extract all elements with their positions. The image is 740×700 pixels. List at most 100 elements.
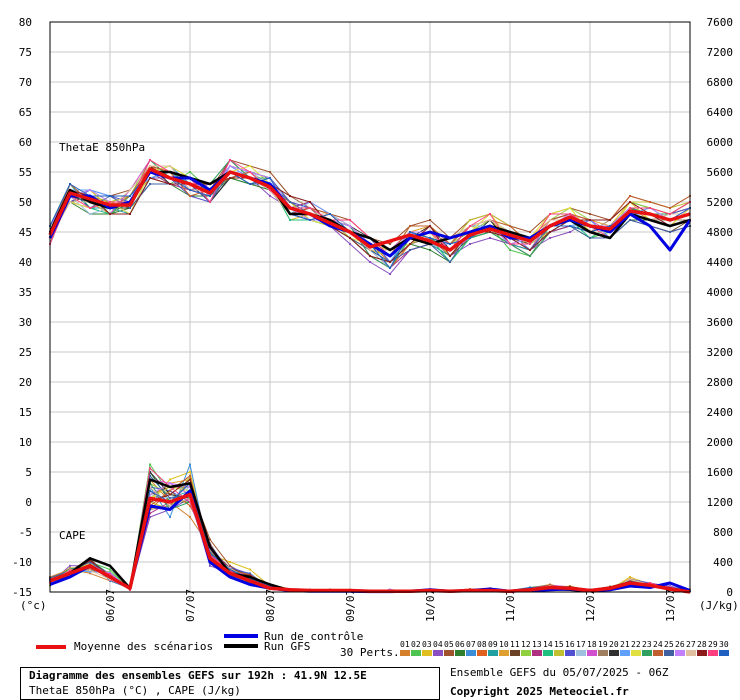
legend-pert-swatch bbox=[620, 650, 630, 656]
panel0-perturbation-line-point bbox=[449, 243, 451, 245]
panel0-perturbation-line-point bbox=[549, 219, 551, 221]
panel0-perturbation-line-point bbox=[149, 159, 151, 161]
panel1-perturbation-line-point bbox=[229, 567, 231, 569]
panel0-perturbation-line-point bbox=[309, 201, 311, 203]
panel1-perturbation-line-point bbox=[169, 504, 171, 507]
legend-pert-swatch bbox=[609, 650, 619, 656]
left-tick-label: 20 bbox=[19, 376, 32, 389]
legend-pert-number: 15 bbox=[554, 640, 564, 649]
panel0-perturbation-line-point bbox=[189, 195, 191, 197]
legend-pert-number: 30 bbox=[719, 640, 729, 649]
panel0-perturbation-line-point bbox=[409, 225, 411, 227]
legend-pert-swatch bbox=[422, 650, 432, 656]
panel0-perturbation-line-point bbox=[289, 201, 291, 203]
panel0-perturbation-line-point bbox=[469, 225, 471, 227]
legend-pert-swatch bbox=[664, 650, 674, 656]
panel0-perturbation-line-point bbox=[569, 207, 571, 209]
panel1-perturbation-line-point bbox=[189, 463, 191, 466]
panel1-perturbation-line-point bbox=[169, 493, 171, 496]
panel0-perturbation-line-point bbox=[209, 201, 211, 203]
panel0-perturbation-line-point bbox=[629, 219, 631, 221]
legend-pert-number: 29 bbox=[708, 640, 718, 649]
panel1-perturbation-line-point bbox=[189, 471, 191, 473]
panel1-perturbation-line-point bbox=[209, 564, 211, 567]
panel0-perturbation-line-point bbox=[629, 207, 631, 209]
panel0-perturbation-line-point bbox=[229, 165, 231, 167]
panel1-perturbation-line-point bbox=[229, 561, 231, 563]
left-tick-label: -15 bbox=[12, 586, 32, 599]
left-tick-label: 10 bbox=[19, 436, 32, 449]
right-tick-label: 2800 bbox=[707, 376, 734, 389]
panel1-perturbation-line-point bbox=[209, 548, 211, 551]
panel0-perturbation-line-point bbox=[429, 237, 431, 239]
x-tick-label: 12/07 bbox=[584, 589, 597, 622]
legend-pert-swatch bbox=[642, 650, 652, 656]
panel1-perturbation-line-point bbox=[89, 569, 91, 572]
x-tick-label: 11/07 bbox=[504, 589, 517, 622]
panel1-perturbation-line-point bbox=[209, 538, 211, 541]
panel1-perturbation-line-point bbox=[269, 585, 271, 587]
panel0-perturbation-line-point bbox=[609, 219, 611, 221]
panel0-perturbation-line-point bbox=[129, 213, 131, 215]
panel0-perturbation-line-point bbox=[309, 207, 311, 209]
panel1-perturbation-line-point bbox=[229, 568, 231, 571]
legend-pert-swatch bbox=[400, 650, 410, 656]
panel0-perturbation-line-point bbox=[269, 177, 271, 179]
panel0-perturbation-line-point bbox=[89, 207, 91, 209]
panel0-perturbation-line-point bbox=[189, 189, 191, 191]
panel0-perturbation-line-point bbox=[149, 177, 151, 179]
legend-mean-label: Moyenne des scénarios bbox=[74, 640, 214, 653]
panel0-perturbation-line-point bbox=[249, 183, 251, 185]
panel0-perturbation-line-point bbox=[269, 189, 271, 191]
right-tick-label: 2000 bbox=[707, 436, 734, 449]
panel1-perturbation-line-point bbox=[189, 504, 191, 507]
right-tick-label: 800 bbox=[713, 526, 733, 539]
legend-pert-number: 13 bbox=[532, 640, 542, 649]
panel1-perturbation-line-point bbox=[249, 577, 251, 580]
panel0-perturbation-line-point bbox=[469, 219, 471, 221]
legend-pert-number: 26 bbox=[675, 640, 685, 649]
panel0-perturbation-line-point bbox=[209, 195, 211, 197]
left-tick-label: -5 bbox=[19, 526, 32, 539]
right-tick-label: 1600 bbox=[707, 466, 734, 479]
legend-pert-swatch bbox=[719, 650, 729, 656]
panel0-perturbation-line-point bbox=[489, 231, 491, 233]
panel0-perturbation-line-point bbox=[369, 261, 371, 263]
legend-pert-number: 21 bbox=[620, 640, 630, 649]
copyright: Copyright 2025 Meteociel.fr bbox=[450, 685, 629, 698]
right-tick-label: 0 bbox=[726, 586, 733, 599]
left-tick-label: 30 bbox=[19, 316, 32, 329]
right-tick-label: 4400 bbox=[707, 256, 734, 269]
panel1-perturbation-line-point bbox=[109, 578, 111, 581]
panel0-perturbation-line-point bbox=[529, 231, 531, 233]
x-tick-label: 10/07 bbox=[424, 589, 437, 622]
panel1-perturbation-line-point bbox=[69, 569, 71, 572]
right-tick-label: 4800 bbox=[707, 226, 734, 239]
panel0-perturbation-line-point bbox=[609, 225, 611, 227]
legend-pert-swatch bbox=[565, 650, 575, 656]
legend-pert-swatch bbox=[433, 650, 443, 656]
right-tick-label: 3200 bbox=[707, 346, 734, 359]
panel0-perturbation-line-point bbox=[389, 273, 391, 275]
legend-pert-number: 03 bbox=[422, 640, 432, 649]
panel0-perturbation-line-point bbox=[189, 171, 191, 173]
left-tick-label: 35 bbox=[19, 286, 32, 299]
panel0-perturbation-line-point bbox=[489, 213, 491, 215]
panel0-perturbation-line-point bbox=[409, 243, 411, 245]
right-tick-label: 7200 bbox=[707, 46, 734, 59]
legend-pert-swatch bbox=[444, 650, 454, 656]
legend-pert-swatch bbox=[543, 650, 553, 656]
panel1-perturbation-line-point bbox=[169, 482, 171, 485]
legend-pert-number: 10 bbox=[499, 640, 509, 649]
left-tick-label: 60 bbox=[19, 136, 32, 149]
panel0-perturbation-line-point bbox=[569, 213, 571, 215]
right-tick-label: 6000 bbox=[707, 136, 734, 149]
left-tick-label: 55 bbox=[19, 166, 32, 179]
panel0-perturbation-line-point bbox=[549, 237, 551, 239]
left-tick-label: 50 bbox=[19, 196, 32, 209]
panel-label-thetae: ThetaE 850hPa bbox=[59, 141, 145, 154]
panel1-perturbation-line-point bbox=[89, 570, 91, 573]
panel0-perturbation-line-point bbox=[429, 219, 431, 221]
legend-pert-number: 27 bbox=[686, 640, 696, 649]
